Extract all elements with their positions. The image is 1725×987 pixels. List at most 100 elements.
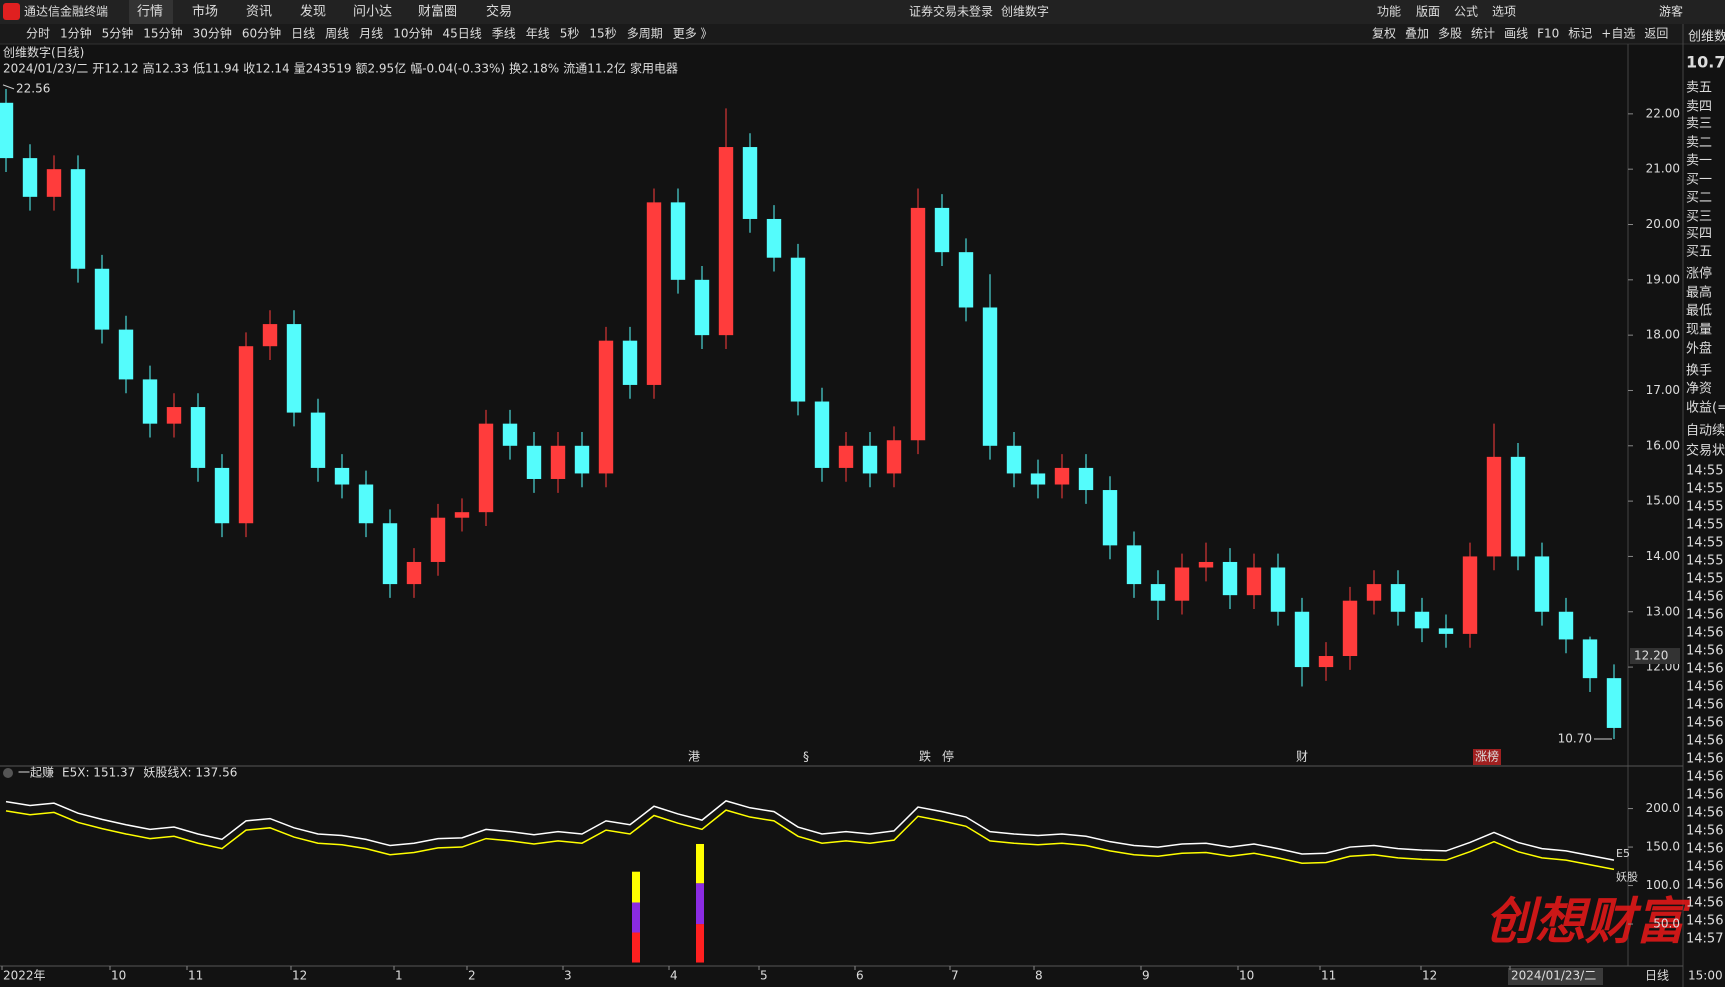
login-notice: 证券交易未登录 (909, 4, 993, 19)
candle-body (1342, 600, 1358, 657)
candle-body (1246, 567, 1262, 596)
candle-body (766, 218, 782, 258)
quote-field: 家用电器 (630, 61, 678, 76)
candle-body (238, 346, 254, 524)
side-label: 涨停 (1686, 266, 1712, 282)
menu-tab[interactable]: 市场 (192, 4, 218, 20)
period-button[interactable]: 月线 (359, 27, 383, 41)
indicator-title: 一起赚 (18, 765, 54, 780)
period-button[interactable]: 多周期 (627, 27, 663, 41)
tool-button[interactable]: 复权 (1372, 27, 1396, 41)
candle-body (70, 169, 86, 269)
tool-button[interactable]: F10 (1537, 27, 1559, 41)
side-label: 净资 (1686, 382, 1712, 397)
tool-button[interactable]: 统计 (1471, 27, 1495, 41)
menu-item[interactable]: 选项 (1492, 5, 1516, 19)
signal-bar (696, 843, 704, 884)
trade-time: 14:55 (1686, 464, 1723, 479)
menu-tab[interactable]: 交易 (486, 4, 512, 20)
candle-body (1582, 639, 1598, 679)
trade-time: 14:56 (1686, 770, 1723, 785)
trade-time: 14:56 (1686, 878, 1723, 893)
period-label: 日线 (1645, 969, 1669, 983)
candle-body (598, 340, 614, 474)
period-button[interactable]: 60分钟 (242, 26, 281, 41)
period-button[interactable]: 分时 (26, 27, 50, 41)
price-tag-label: 12.20 (1634, 649, 1668, 663)
menu-tab[interactable]: 财富圈 (418, 4, 457, 20)
user-name[interactable]: 游客 (1659, 4, 1683, 19)
event-marker[interactable]: 跌 (919, 749, 931, 764)
candle-body (742, 147, 758, 219)
collapse-icon[interactable] (3, 768, 13, 778)
signal-bar (632, 932, 640, 963)
period-button[interactable]: 年线 (526, 27, 550, 41)
period-button[interactable]: 5分钟 (102, 26, 134, 41)
trade-time: 14:56 (1686, 824, 1723, 839)
event-marker[interactable]: 涨榜 (1475, 749, 1499, 764)
tool-button[interactable]: 画线 (1504, 27, 1528, 41)
indicator-line (5, 800, 1615, 861)
period-button[interactable]: 1分钟 (60, 26, 92, 41)
period-button[interactable]: 日线 (291, 27, 315, 41)
side-label: 买一 (1686, 173, 1712, 188)
candle-body (1534, 556, 1550, 612)
event-marker[interactable]: 港 (688, 750, 700, 764)
side-label: 卖五 (1686, 81, 1712, 96)
period-button[interactable]: 10分钟 (393, 26, 432, 41)
tool-button[interactable]: +自选 (1601, 27, 1635, 41)
menu-item[interactable]: 功能 (1377, 5, 1401, 19)
period-button[interactable]: 更多 》 (673, 27, 713, 41)
period-button[interactable]: 5秒 (560, 27, 580, 41)
candle-body (814, 401, 830, 468)
x-tick-label: 10 (111, 969, 126, 983)
menu-tab[interactable]: 行情 (137, 5, 163, 20)
trade-time: 14:56 (1686, 842, 1723, 857)
candle-body (550, 445, 566, 479)
quote-field: 收12.14 (243, 62, 289, 76)
side-label: 最低 (1686, 304, 1712, 319)
period-button[interactable]: 30分钟 (193, 26, 232, 41)
x-tick-label: 4 (670, 969, 678, 983)
candle-body (958, 252, 974, 308)
event-marker[interactable]: 停 (942, 749, 954, 764)
candle-body (1222, 561, 1238, 596)
period-button[interactable]: 15分钟 (143, 26, 182, 41)
y-tick-label: 15.00 (1646, 494, 1680, 508)
trade-time: 14:56 (1686, 860, 1723, 875)
candle-body (214, 467, 230, 524)
menu-tab[interactable]: 发现 (300, 4, 326, 20)
toolbar (0, 24, 1725, 44)
x-tick-label: 2 (468, 969, 476, 983)
x-tick-label: 8 (1035, 969, 1043, 983)
candle-body (334, 467, 350, 485)
time-label: 15:00 (1688, 969, 1723, 983)
trade-time: 14:56 (1686, 698, 1723, 713)
menu-item[interactable]: 公式 (1454, 5, 1478, 19)
trade-time: 14:57 (1686, 932, 1723, 947)
quote-field: 高12.33 (143, 61, 189, 76)
period-button[interactable]: 周线 (325, 27, 349, 41)
candle-body (982, 307, 998, 446)
tool-button[interactable]: 返回 (1644, 27, 1668, 41)
candle-body (310, 412, 326, 468)
period-button[interactable]: 45日线 (442, 27, 481, 41)
event-marker[interactable]: 财 (1296, 750, 1308, 764)
candle-body (1030, 473, 1046, 485)
menu-tab[interactable]: 问小达 (353, 5, 392, 20)
candle-body (1558, 611, 1574, 640)
candle-body (358, 484, 374, 524)
candle-body (670, 202, 686, 280)
menu-tab[interactable]: 资讯 (246, 5, 272, 20)
tool-button[interactable]: 多股 (1438, 27, 1462, 41)
period-button[interactable]: 季线 (492, 27, 516, 41)
candle-body (574, 445, 590, 474)
quote-field: 幅-0.04(-0.33%) (410, 61, 505, 76)
tool-button[interactable]: 标记 (1568, 27, 1592, 41)
event-marker[interactable]: § (803, 750, 809, 764)
tool-button[interactable]: 叠加 (1405, 27, 1429, 41)
y-tick-label: 13.00 (1646, 604, 1680, 618)
period-button[interactable]: 15秒 (589, 27, 616, 41)
menu-item[interactable]: 版面 (1416, 5, 1440, 19)
